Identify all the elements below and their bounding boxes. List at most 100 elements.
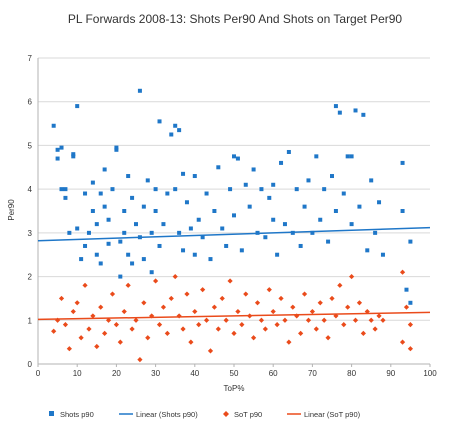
shots-point bbox=[200, 235, 205, 240]
shots-point bbox=[196, 217, 201, 222]
sot-point bbox=[360, 330, 366, 336]
shots-point bbox=[118, 239, 123, 244]
shots-point bbox=[173, 123, 178, 128]
shots-point bbox=[408, 239, 413, 244]
shots-point bbox=[377, 200, 382, 205]
sot-point bbox=[117, 339, 123, 345]
shots-point bbox=[137, 88, 142, 93]
shots-point bbox=[369, 178, 374, 183]
shots-point bbox=[181, 171, 186, 176]
chart-title: PL Forwards 2008-13: Shots Per90 And Sho… bbox=[68, 12, 403, 26]
shots-point bbox=[337, 110, 342, 115]
shots-point bbox=[271, 217, 276, 222]
legend-label: Shots p90 bbox=[60, 410, 94, 419]
x-axis-title: ToP% bbox=[224, 384, 245, 393]
shots-point bbox=[102, 204, 107, 209]
shots-point bbox=[318, 217, 323, 222]
sot-point bbox=[223, 317, 229, 323]
sot-point bbox=[235, 308, 241, 315]
shots-point bbox=[228, 187, 233, 192]
shots-point bbox=[59, 145, 64, 150]
shots-point bbox=[220, 226, 225, 231]
sot-point bbox=[301, 291, 308, 297]
sot-point bbox=[325, 335, 331, 341]
shots-point bbox=[98, 191, 103, 196]
sot-point bbox=[188, 339, 194, 345]
sot-point bbox=[105, 317, 112, 323]
shots-point bbox=[134, 222, 138, 227]
shots-point bbox=[294, 187, 299, 192]
sot-point bbox=[364, 308, 370, 315]
y-tick-labels: 0 1 2 3 4 5 6 7 bbox=[28, 54, 33, 369]
sot-point bbox=[141, 300, 147, 306]
shots-point bbox=[157, 243, 162, 248]
shots-point bbox=[400, 209, 405, 213]
shots-point bbox=[75, 104, 80, 109]
sot-point bbox=[258, 317, 265, 323]
shots-point bbox=[271, 182, 276, 187]
x-tick-label: 40 bbox=[190, 369, 199, 378]
sot-point bbox=[160, 304, 167, 310]
shots-point bbox=[94, 252, 99, 257]
sot-point bbox=[251, 335, 257, 341]
series-shots-p90 bbox=[51, 88, 413, 305]
sot-point bbox=[407, 346, 413, 352]
shots-point bbox=[75, 226, 80, 231]
legend: Shots p90 Linear (Shots p90) SoT p90 Linear… bbox=[49, 410, 361, 419]
y-tick-label: 1 bbox=[28, 316, 33, 325]
shots-point bbox=[157, 119, 162, 124]
shots-point bbox=[188, 226, 193, 231]
shots-point bbox=[63, 187, 68, 192]
shots-point bbox=[83, 191, 88, 196]
shots-point bbox=[322, 187, 327, 192]
sot-point bbox=[270, 308, 276, 315]
shots-point bbox=[114, 147, 119, 152]
sot-point bbox=[372, 326, 378, 332]
shots-point bbox=[90, 180, 95, 185]
shots-point bbox=[130, 195, 135, 200]
shots-point bbox=[122, 230, 127, 235]
shots-point bbox=[141, 204, 146, 209]
shots-point bbox=[259, 187, 264, 192]
shots-point bbox=[216, 165, 221, 170]
shots-point bbox=[349, 222, 354, 227]
shots-point bbox=[51, 123, 56, 128]
sot-point bbox=[200, 287, 206, 293]
legend-item: SoT p90 bbox=[223, 410, 262, 419]
x-tick-label: 30 bbox=[151, 369, 160, 378]
x-tick-label: 50 bbox=[230, 369, 239, 378]
shots-point bbox=[86, 230, 91, 235]
shots-point bbox=[63, 195, 68, 200]
shots-point bbox=[94, 222, 99, 227]
legend-item: Shots p90 bbox=[49, 410, 94, 419]
legend-label: Linear (Shots p90) bbox=[136, 410, 198, 419]
sot-point bbox=[192, 308, 198, 315]
sot-point bbox=[211, 304, 217, 310]
shots-point bbox=[71, 152, 76, 157]
legend-swatch-square bbox=[49, 411, 54, 416]
y-tick-label: 6 bbox=[28, 98, 33, 107]
sot-point bbox=[203, 317, 210, 323]
shots-point bbox=[165, 191, 170, 196]
series-layer bbox=[37, 88, 431, 363]
shots-point bbox=[71, 154, 76, 159]
shots-point bbox=[341, 191, 346, 196]
shots-point bbox=[306, 178, 311, 183]
shots-point bbox=[326, 239, 331, 244]
shots-point bbox=[114, 145, 119, 150]
y-tick-label: 3 bbox=[28, 229, 33, 238]
sot-point bbox=[399, 339, 406, 345]
shots-point bbox=[177, 128, 182, 133]
sot-point bbox=[368, 317, 374, 323]
shots-point bbox=[106, 217, 111, 222]
y-tick-label: 4 bbox=[28, 185, 33, 194]
shots-point bbox=[349, 154, 354, 159]
shots-point bbox=[314, 154, 319, 159]
sot-point bbox=[309, 308, 315, 315]
sot-point bbox=[262, 326, 268, 332]
sot-point bbox=[349, 273, 355, 280]
shots-point bbox=[279, 160, 284, 165]
axes bbox=[37, 58, 431, 367]
